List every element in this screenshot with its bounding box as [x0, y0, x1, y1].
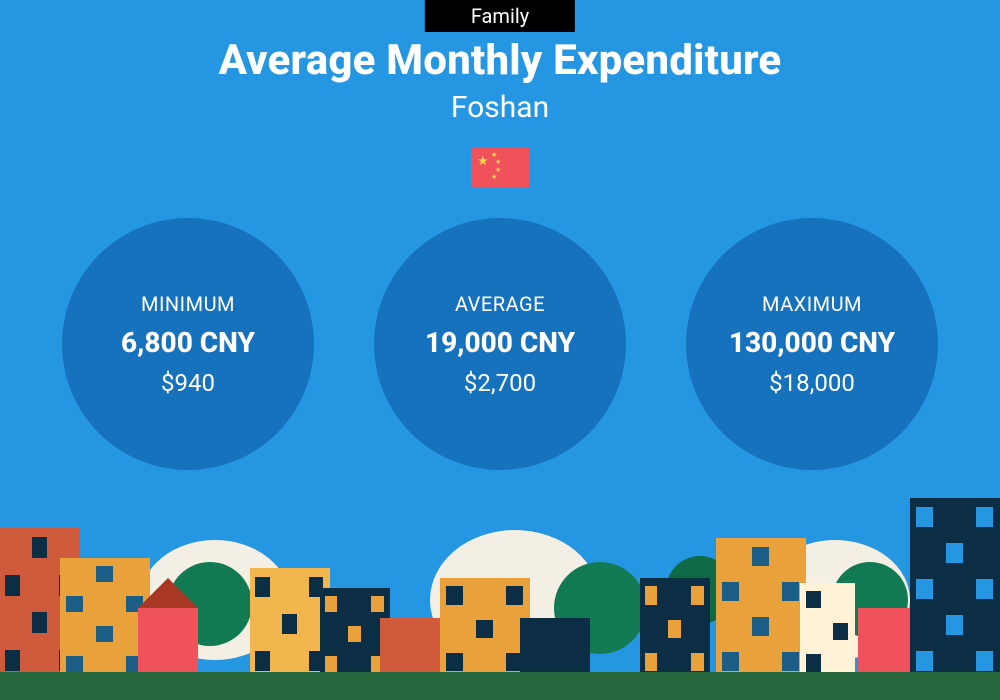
roof-shape: [138, 578, 198, 608]
building-shape: [520, 618, 590, 678]
window-shape: [255, 651, 270, 671]
window-shape: [976, 651, 993, 671]
building-shape: [380, 618, 450, 678]
window-shape: [782, 652, 799, 671]
window-shape: [32, 612, 47, 633]
tree-shape: [832, 562, 908, 638]
flag-star-icon: ★: [495, 158, 501, 166]
stat-primary: 130,000 CNY: [729, 326, 895, 359]
window-shape: [916, 651, 933, 671]
window-shape: [66, 596, 83, 613]
building-shape: [910, 498, 1000, 678]
building-shape: [640, 578, 710, 678]
building-shape: [60, 558, 150, 678]
stats-row: MINIMUM 6,800 CNY $940 AVERAGE 19,000 CN…: [0, 218, 1000, 470]
window-shape: [976, 579, 993, 599]
window-shape: [691, 653, 704, 671]
window-shape: [126, 596, 143, 613]
window-shape: [371, 596, 384, 613]
window-shape: [325, 656, 338, 673]
window-shape: [506, 586, 523, 604]
window-shape: [5, 650, 20, 671]
stat-primary: 19,000 CNY: [425, 326, 575, 359]
category-tab-label: Family: [471, 4, 529, 28]
building-shape: [320, 588, 390, 678]
building-shape: [716, 538, 806, 678]
building-shape: [440, 578, 530, 678]
cityscape-illustration: [0, 460, 1000, 700]
window-shape: [946, 543, 963, 563]
flag-star-icon: ★: [491, 173, 497, 181]
window-shape: [309, 651, 324, 671]
window-shape: [126, 656, 143, 673]
window-shape: [645, 586, 658, 604]
cloud-shape: [430, 530, 600, 670]
building-shape: [800, 583, 855, 678]
tree-shape: [554, 562, 646, 654]
cloud-shape: [760, 540, 910, 660]
window-shape: [722, 582, 739, 601]
window-shape: [59, 575, 74, 596]
window-shape: [806, 591, 821, 608]
stat-maximum: MAXIMUM 130,000 CNY $18,000: [686, 218, 938, 470]
window-shape: [782, 582, 799, 601]
window-shape: [946, 615, 963, 635]
window-shape: [976, 507, 993, 527]
window-shape: [325, 596, 338, 613]
country-flag: ★ ★ ★ ★ ★: [471, 148, 529, 188]
stat-primary: 6,800 CNY: [121, 326, 255, 359]
cloud-shape: [140, 540, 290, 660]
window-shape: [446, 586, 463, 604]
stat-secondary: $940: [161, 369, 215, 397]
stat-secondary: $18,000: [769, 369, 855, 397]
window-shape: [66, 656, 83, 673]
window-shape: [916, 579, 933, 599]
window-shape: [833, 623, 848, 640]
window-shape: [916, 507, 933, 527]
window-shape: [476, 620, 493, 638]
window-shape: [506, 653, 523, 671]
stat-kind: MINIMUM: [141, 292, 235, 316]
flag-star-icon: ★: [477, 154, 489, 169]
stat-kind: MAXIMUM: [762, 292, 862, 316]
building-shape: [138, 608, 198, 678]
building-shape: [858, 608, 918, 678]
window-shape: [282, 614, 297, 634]
window-shape: [371, 656, 384, 673]
stat-secondary: $2,700: [464, 369, 536, 397]
tree-shape: [168, 562, 252, 646]
window-shape: [722, 652, 739, 671]
window-shape: [255, 577, 270, 597]
window-shape: [645, 653, 658, 671]
window-shape: [309, 577, 324, 597]
stat-average: AVERAGE 19,000 CNY $2,700: [374, 218, 626, 470]
window-shape: [806, 654, 821, 671]
stat-minimum: MINIMUM 6,800 CNY $940: [62, 218, 314, 470]
window-shape: [96, 626, 113, 643]
stat-kind: AVERAGE: [455, 292, 545, 316]
ground-shape: [0, 672, 1000, 700]
building-shape: [250, 568, 330, 678]
city-name: Foshan: [0, 90, 1000, 125]
window-shape: [446, 653, 463, 671]
page-title: Average Monthly Expenditure: [0, 36, 1000, 85]
window-shape: [348, 626, 361, 643]
window-shape: [32, 537, 47, 558]
expenditure-infographic: Family Average Monthly Expenditure Fosha…: [0, 0, 1000, 700]
window-shape: [668, 620, 681, 638]
category-tab: Family: [425, 0, 575, 32]
window-shape: [752, 547, 769, 566]
window-shape: [96, 566, 113, 583]
window-shape: [59, 650, 74, 671]
window-shape: [5, 575, 20, 596]
window-shape: [752, 617, 769, 636]
window-shape: [691, 586, 704, 604]
tree-shape: [666, 556, 734, 624]
building-shape: [0, 528, 80, 678]
